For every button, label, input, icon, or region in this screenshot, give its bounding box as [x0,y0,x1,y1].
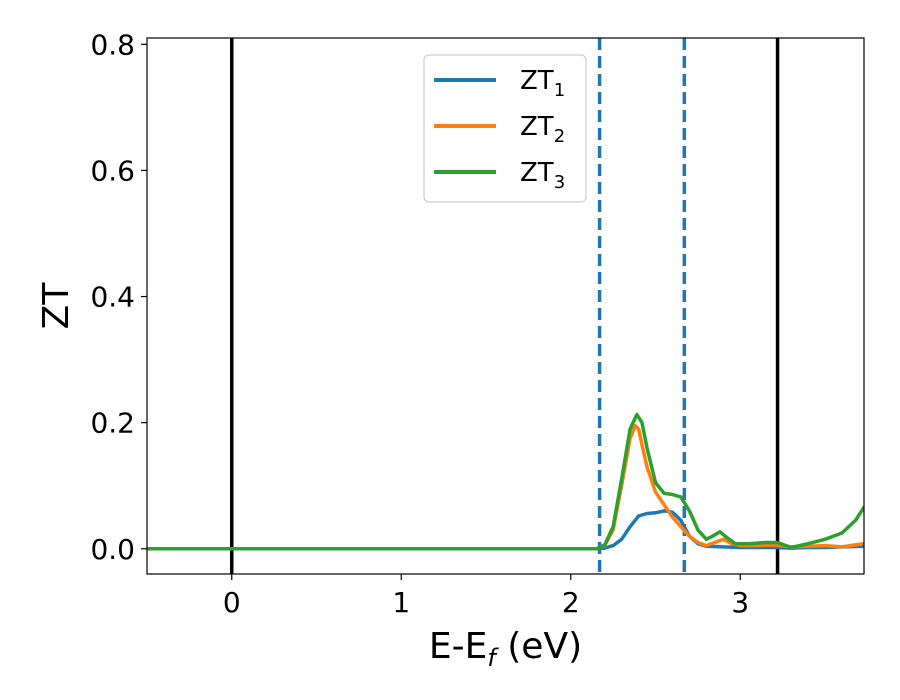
legend-box [423,54,587,203]
series-line-2 [147,424,864,551]
x-axis-ticks: 0 1 2 3 [223,574,749,619]
y-tick-label-2: 0.4 [90,281,135,314]
y-axis-label: ZT [36,282,77,330]
x-axis-label-base: E-E [429,626,487,667]
legend-label-sub-3: 3 [554,172,565,193]
y-axis-ticks: 0.0 0.2 0.4 0.6 0.8 [90,28,147,566]
x-tick-label-3: 3 [731,586,749,619]
series-lines [147,412,864,551]
legend-label-base-1: ZT [520,66,554,96]
legend-label-sub-2: 2 [554,126,565,147]
x-axis-label-tail: (eV) [496,626,582,667]
x-tick-label-2: 2 [562,586,580,619]
plot-area [147,38,864,574]
x-axis-title: E-Ef (eV) [429,626,582,672]
x-axis-label: E-Ef (eV) [429,626,582,672]
legend-label-1: ZT1 [520,66,565,101]
legend-label-2: ZT2 [520,112,565,147]
series-line-3 [147,412,864,551]
y-tick-label-3: 0.6 [90,154,135,187]
legend-label-3: ZT3 [520,158,565,193]
reference-lines [230,38,780,574]
x-tick-label-0: 0 [223,586,241,619]
legend-label-base-2: ZT [520,112,554,142]
y-tick-label-0: 0.0 [90,533,135,566]
y-tick-label-1: 0.2 [90,407,135,440]
legend-label-base-3: ZT [520,158,554,188]
x-tick-label-1: 1 [392,586,410,619]
y-axis-title: ZT [36,282,77,330]
legend-label-sub-1: 1 [554,80,565,101]
y-tick-label-4: 0.8 [90,28,135,61]
plot-frame [146,37,865,575]
